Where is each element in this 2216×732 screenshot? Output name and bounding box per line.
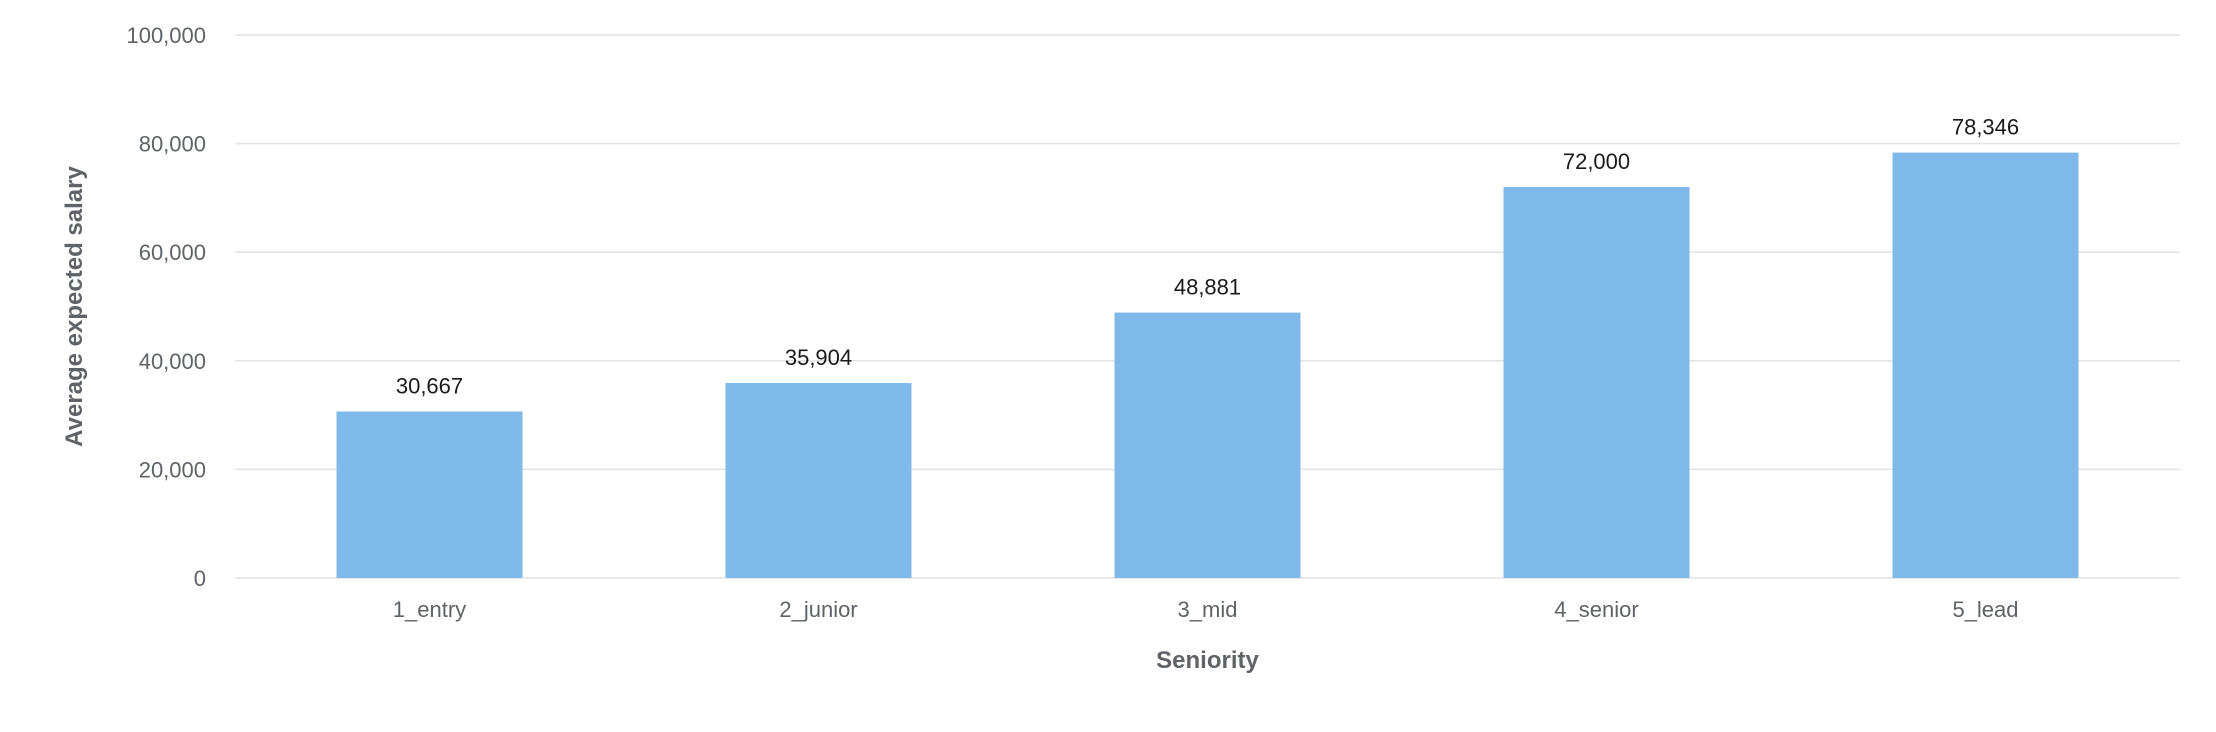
x-axis-title: Seniority bbox=[1156, 647, 1259, 674]
bar-value-label: 35,904 bbox=[785, 345, 852, 370]
bars bbox=[336, 152, 2079, 579]
y-axis-title: Average expected salary bbox=[61, 166, 88, 447]
bar-value-label: 30,667 bbox=[396, 373, 463, 398]
y-tick-label: 60,000 bbox=[139, 240, 206, 265]
x-tick-label: 4_senior bbox=[1554, 597, 1638, 622]
x-tick-label: 1_entry bbox=[393, 597, 466, 622]
bar-value-label: 72,000 bbox=[1563, 149, 1630, 174]
y-tick-label: 20,000 bbox=[139, 457, 206, 482]
x-tick-label: 5_lead bbox=[1952, 597, 2018, 622]
y-tick-label: 0 bbox=[194, 566, 206, 591]
data-labels: 30,667 35,904 48,881 72,000 78,346 bbox=[396, 115, 2019, 399]
x-tick-label: 2_junior bbox=[779, 597, 857, 622]
y-tick-label: 100,000 bbox=[126, 23, 206, 48]
bar bbox=[1892, 152, 2079, 578]
y-tick-label: 80,000 bbox=[139, 132, 206, 157]
bar-value-label: 48,881 bbox=[1174, 275, 1241, 300]
bar bbox=[1503, 187, 1690, 579]
bar bbox=[725, 383, 912, 578]
x-axis-ticks: 1_entry 2_junior 3_mid 4_senior 5_lead bbox=[393, 597, 2019, 622]
x-tick-label: 3_mid bbox=[1178, 597, 1238, 622]
bar-value-label: 78,346 bbox=[1952, 115, 2019, 140]
y-tick-label: 40,000 bbox=[139, 349, 206, 374]
bar bbox=[336, 411, 523, 578]
y-axis-ticks: 0 20,000 40,000 60,000 80,000 100,000 bbox=[126, 23, 206, 591]
bar bbox=[1114, 312, 1301, 578]
